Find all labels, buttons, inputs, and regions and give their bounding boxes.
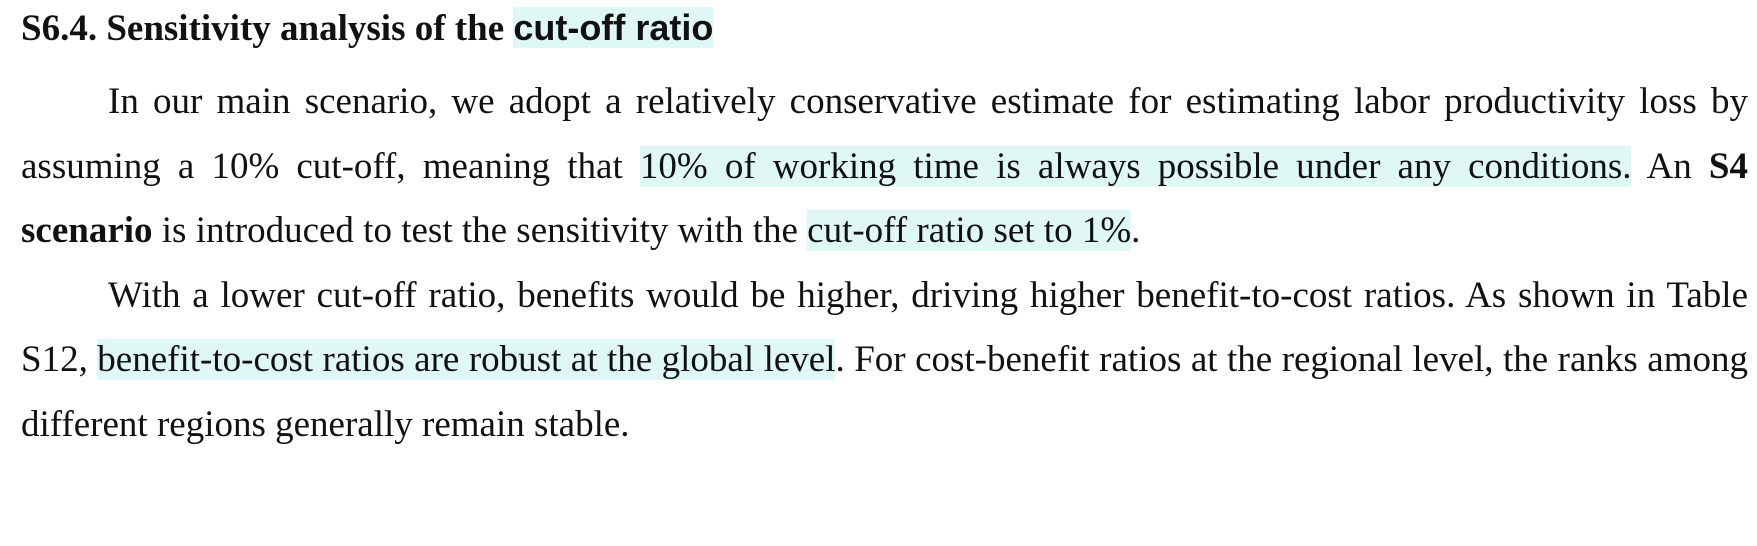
section-number-title: S6.4. Sensitivity analysis of the (21, 8, 514, 49)
paragraph-1-text-4: . (1131, 210, 1141, 251)
paragraph-1-highlight-2: cut-off ratio set to 1% (807, 210, 1132, 251)
paragraph-2: With a lower cut-off ratio, benefits wou… (21, 264, 1748, 458)
paragraph-2-highlight-1: benefit-to-cost ratios are robust at the… (97, 339, 836, 380)
paragraph-2-text-2: . For cost-benefit ratios at the regiona… (21, 339, 1748, 445)
section-heading: S6.4. Sensitivity analysis of the cut-of… (21, 0, 1748, 53)
document-page: S6.4. Sensitivity analysis of the cut-of… (21, 0, 1748, 457)
paragraph-1-text-1: In our main scenario, we adopt a relativ… (21, 81, 1748, 187)
paragraph-1-highlight-1: 10% of working time is always possible u… (639, 145, 1632, 187)
paragraph-1-text-2: An (1631, 145, 1709, 187)
paragraph-1-text-3: is introduced to test the sensitivity wi… (152, 210, 808, 251)
scenario-name: S4 scenario (21, 145, 1748, 252)
paragraph-2-text-1: With a lower cut-off ratio, benefits wou… (21, 274, 1748, 381)
paragraph-1: In our main scenario, we adopt a relativ… (21, 70, 1748, 264)
heading-highlight: cut-off ratio (513, 7, 714, 48)
